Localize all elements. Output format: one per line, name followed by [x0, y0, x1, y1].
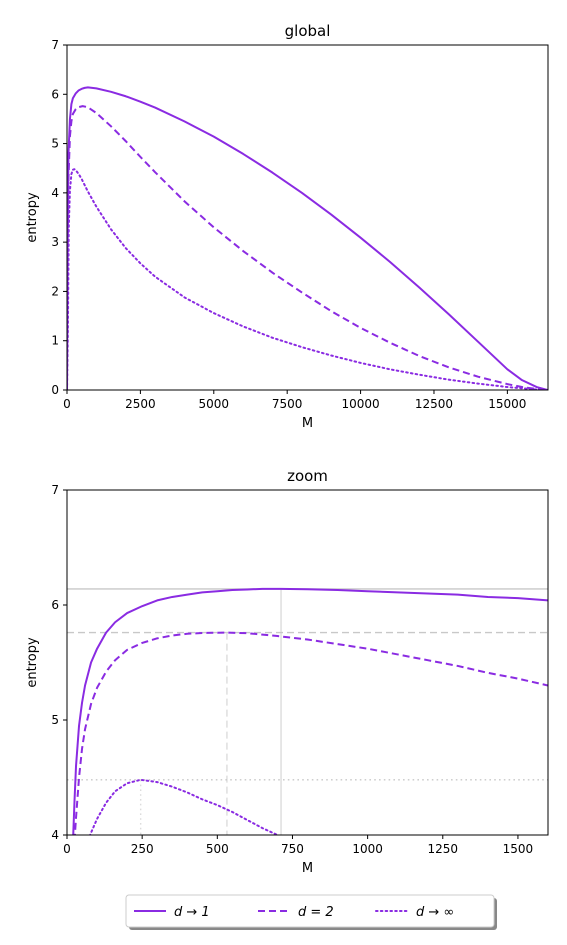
series-line-dashed [73, 631, 548, 835]
x-axis-label: M [302, 416, 313, 431]
y-tick-label: 7 [51, 483, 59, 497]
chart-title: global [285, 22, 331, 40]
legend: d → 1 d = 2 d → ∞ [125, 894, 497, 930]
y-tick-label: 3 [51, 235, 59, 249]
x-tick-label: 1500 [503, 842, 534, 856]
legend-box [125, 894, 495, 928]
x-tick-label: 10000 [341, 397, 379, 411]
y-tick-label: 7 [51, 38, 59, 52]
series-line-solid [72, 587, 548, 835]
y-tick-label: 1 [51, 334, 59, 348]
series-group [72, 587, 548, 835]
x-axis-label: M [302, 861, 313, 876]
x-tick-label: 5000 [199, 397, 230, 411]
y-tick-label: 0 [51, 383, 59, 397]
y-axis-label: entropy [25, 637, 40, 688]
x-tick-label: 500 [206, 842, 229, 856]
x-tick-label: 250 [131, 842, 154, 856]
y-tick-label: 5 [51, 137, 59, 151]
x-tick-label: 12500 [415, 397, 453, 411]
x-tick-label: 0 [63, 397, 71, 411]
y-tick-label: 4 [51, 828, 59, 842]
legend-label: d → 1 [174, 905, 210, 920]
y-tick-label: 4 [51, 186, 59, 200]
x-tick-label: 2500 [125, 397, 156, 411]
y-tick-label: 2 [51, 284, 59, 298]
chart-title: zoom [287, 467, 328, 485]
x-tick-label: 15000 [488, 397, 526, 411]
chart-global: 0 2500 5000 7500 10000 12500 15000 0 1 2 3 4 5 6 7 glob… [25, 22, 549, 431]
reference-lines [67, 588, 548, 835]
series-line-dotted [67, 168, 548, 390]
series-line-solid [67, 86, 548, 390]
series-group [67, 86, 548, 390]
x-tick-label: 0 [63, 842, 71, 856]
x-tick-label: 750 [281, 842, 304, 856]
y-axis-label: entropy [25, 192, 40, 243]
y-tick-label: 6 [51, 598, 59, 612]
y-tick-label: 5 [51, 713, 59, 727]
plot-frame [66, 44, 549, 391]
x-tick-label: 1000 [352, 842, 383, 856]
series-line-dashed [67, 105, 548, 390]
plot-frame [66, 489, 549, 836]
legend-label: d → ∞ [416, 905, 454, 920]
x-tick-label: 7500 [272, 397, 303, 411]
y-tick-label: 6 [51, 87, 59, 101]
legend-label: d = 2 [298, 905, 334, 920]
x-tick-label: 1250 [428, 842, 459, 856]
series-line-dotted [89, 778, 279, 835]
